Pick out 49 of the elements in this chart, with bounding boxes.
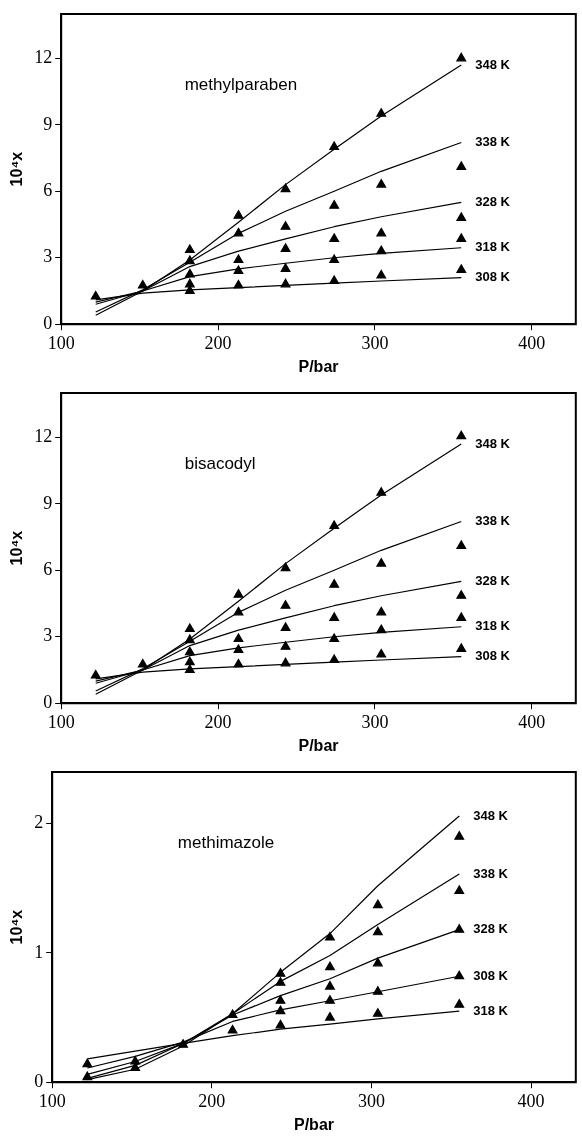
x-tick-label: 100 (47, 332, 75, 353)
x-tick-label: 400 (517, 1090, 545, 1111)
x-tick-label: 300 (357, 1090, 385, 1111)
x-tick-label: 200 (204, 332, 232, 353)
text: methylparaben (184, 75, 298, 95)
y-tick-label: 0 (34, 1070, 44, 1091)
series-label: 338 K (475, 513, 511, 529)
series-label: 328 K (475, 572, 511, 588)
x-axis-title: P/bar (298, 357, 339, 375)
series-label: 338 K (473, 865, 509, 881)
x-axis-title: P/bar (293, 1115, 335, 1133)
series-label: 338 K (475, 134, 511, 150)
y-tick-label: 6 (43, 558, 53, 579)
y-tick-label: 12 (34, 426, 53, 447)
x-tick-label: 300 (361, 332, 389, 353)
y-tick-label: 12 (34, 47, 53, 68)
y-tick-label: 6 (43, 179, 53, 200)
y-tick-label: 9 (43, 492, 53, 513)
series-label: 318 K (475, 239, 511, 255)
text: bisacodyl (184, 454, 256, 474)
y-tick-label: 0 (43, 691, 53, 712)
x-tick-label: 300 (361, 711, 389, 732)
y-axis-title: 10⁴x (8, 151, 26, 187)
series-label: 308 K (475, 648, 511, 664)
y-axis-title: 10⁴x (8, 909, 26, 945)
y-tick-label: 1 (34, 941, 44, 962)
series-label: 308 K (473, 967, 509, 983)
x-tick-label: 100 (38, 1090, 66, 1111)
x-tick-label: 400 (518, 711, 546, 732)
series-label: 328 K (473, 921, 509, 937)
y-tick-label: 3 (43, 246, 53, 267)
x-tick-label: 200 (204, 711, 232, 732)
series-label: 308 K (475, 269, 511, 285)
series-label: 318 K (473, 1002, 509, 1018)
series-label: 348 K (473, 807, 509, 823)
y-axis-title: 10⁴x (8, 530, 26, 566)
x-axis-title: P/bar (298, 736, 339, 754)
x-tick-label: 200 (198, 1090, 226, 1111)
y-tick-label: 3 (43, 625, 53, 646)
y-tick-label: 9 (43, 113, 53, 134)
x-tick-label: 100 (47, 711, 75, 732)
y-tick-label: 2 (34, 812, 44, 833)
series-label: 318 K (475, 618, 511, 634)
y-tick-label: 0 (43, 312, 53, 333)
x-tick-label: 400 (518, 332, 546, 353)
text: methimazole (177, 833, 275, 853)
series-label: 328 K (475, 193, 511, 209)
series-label: 348 K (475, 56, 511, 72)
series-label: 348 K (475, 435, 511, 451)
